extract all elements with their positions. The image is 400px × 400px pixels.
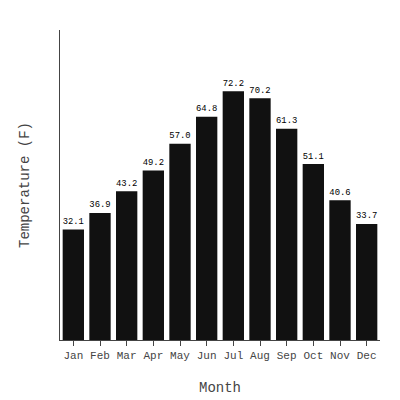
svg-text:51.1: 51.1 xyxy=(303,152,324,162)
svg-text:43.2: 43.2 xyxy=(116,179,137,189)
svg-text:Feb: Feb xyxy=(90,350,110,362)
svg-text:64.8: 64.8 xyxy=(196,104,217,114)
svg-text:33.7: 33.7 xyxy=(356,211,377,221)
svg-text:70.2: 70.2 xyxy=(249,86,270,96)
svg-text:Month: Month xyxy=(199,380,241,396)
svg-text:61.3: 61.3 xyxy=(276,116,297,126)
svg-text:Jan: Jan xyxy=(63,350,83,362)
svg-text:57.0: 57.0 xyxy=(169,131,190,141)
svg-text:Nov: Nov xyxy=(330,350,350,362)
svg-text:Mar: Mar xyxy=(117,350,137,362)
svg-text:May: May xyxy=(170,350,190,362)
svg-text:Apr: Apr xyxy=(143,350,163,362)
svg-text:Aug: Aug xyxy=(250,350,270,362)
svg-text:Sep: Sep xyxy=(277,350,297,362)
svg-text:Oct: Oct xyxy=(303,350,323,362)
svg-text:36.9: 36.9 xyxy=(89,200,110,210)
svg-text:49.2: 49.2 xyxy=(143,158,164,168)
svg-text:32.1: 32.1 xyxy=(63,217,84,227)
svg-text:Dec: Dec xyxy=(357,350,377,362)
svg-text:Jul: Jul xyxy=(223,350,243,362)
svg-text:Jun: Jun xyxy=(197,350,217,362)
svg-text:Temperature (F): Temperature (F) xyxy=(17,122,33,248)
svg-text:72.2: 72.2 xyxy=(223,79,244,89)
svg-text:40.6: 40.6 xyxy=(329,188,350,198)
